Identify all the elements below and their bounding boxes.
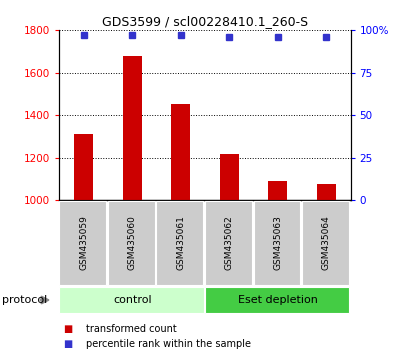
Text: GSM435059: GSM435059 (79, 215, 88, 270)
Bar (267, 181, 287, 200)
Text: control: control (112, 295, 151, 305)
Bar (122, 56, 142, 200)
Text: protocol: protocol (2, 295, 47, 305)
Text: GSM435064: GSM435064 (321, 215, 330, 270)
Bar (74, 134, 93, 200)
Bar (316, 184, 335, 200)
Text: GSM435063: GSM435063 (273, 215, 281, 270)
Text: GSM435060: GSM435060 (128, 215, 136, 270)
Text: ■: ■ (63, 339, 73, 349)
Bar (219, 154, 238, 200)
Text: transformed count: transformed count (86, 324, 176, 333)
Title: GDS3599 / scl00228410.1_260-S: GDS3599 / scl00228410.1_260-S (102, 15, 307, 28)
Text: percentile rank within the sample: percentile rank within the sample (86, 339, 250, 349)
Text: ■: ■ (63, 324, 73, 333)
Text: GSM435062: GSM435062 (224, 215, 233, 270)
Text: Eset depletion: Eset depletion (237, 295, 317, 305)
Text: GSM435061: GSM435061 (176, 215, 185, 270)
Bar (171, 104, 190, 200)
